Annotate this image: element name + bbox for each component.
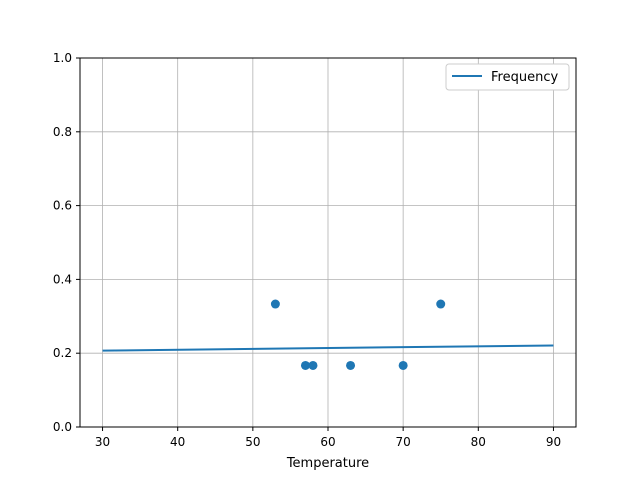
x-tick-label: 90 bbox=[546, 435, 561, 449]
y-tick-label: 0.8 bbox=[53, 125, 72, 139]
x-tick-label: 80 bbox=[471, 435, 486, 449]
scatter-point bbox=[300, 360, 310, 370]
y-tick-label: 0.0 bbox=[53, 420, 72, 434]
grid bbox=[80, 57, 576, 428]
x-tick-label: 70 bbox=[396, 435, 411, 449]
y-tick-label: 0.4 bbox=[53, 272, 72, 286]
y-tick-label: 0.2 bbox=[53, 346, 72, 360]
legend-box bbox=[445, 63, 570, 91]
x-tick-label: 30 bbox=[95, 435, 110, 449]
frequency-line bbox=[102, 344, 554, 352]
scatter-point bbox=[270, 299, 280, 309]
ticks: 30 40 50 60 70 80 90 0.0 0.2 0.4 0.6 0.8 1.0 bbox=[53, 51, 561, 449]
legend-label: Frequency bbox=[491, 70, 558, 85]
legend: Frequency bbox=[445, 63, 570, 91]
scatter-point bbox=[308, 360, 318, 370]
scatter-point bbox=[346, 360, 356, 370]
y-tick-label: 0.6 bbox=[53, 199, 72, 213]
x-tick-label: 60 bbox=[320, 435, 335, 449]
scatter-point bbox=[398, 360, 408, 370]
y-tick-label: 1.0 bbox=[53, 51, 72, 65]
x-tick-label: 40 bbox=[170, 435, 185, 449]
line-series bbox=[102, 344, 554, 352]
x-axis-label: Temperature bbox=[286, 456, 369, 471]
x-tick-label: 50 bbox=[245, 435, 260, 449]
scatter-series bbox=[270, 299, 446, 370]
scatter-point bbox=[436, 299, 446, 309]
